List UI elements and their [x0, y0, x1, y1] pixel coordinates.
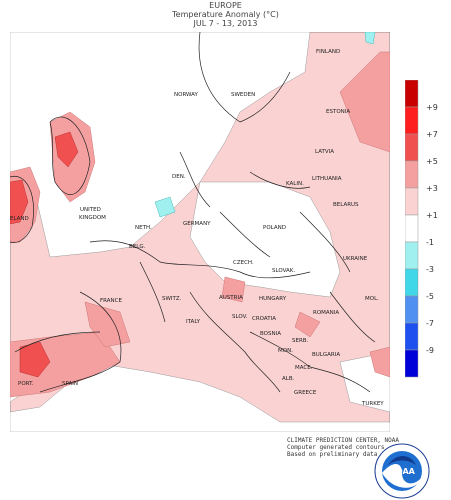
label-austria: AUSTRIA	[219, 295, 243, 301]
label-ireland: ELAND	[10, 216, 29, 222]
label-port: PORT.	[18, 381, 34, 387]
label-mol: MOL.	[365, 296, 379, 302]
legend-swatch	[405, 106, 419, 135]
legend-swatch	[405, 322, 419, 351]
label-turkey: TURKEY	[361, 401, 384, 407]
label-hungary: HUNGARY	[259, 296, 287, 302]
label-bulgaria: BULGARIA	[312, 352, 340, 358]
map-region-title: EUROPE	[209, 1, 242, 10]
label-den: DEN.	[172, 174, 186, 180]
label-france: FRANCE	[100, 298, 122, 304]
label-kalin: KALIN.	[286, 181, 304, 187]
label-sweden: SWEDEN	[231, 92, 255, 98]
legend-labels: +9 +7 +5 +3 +1 -1 -3 -5 -7 -9	[426, 103, 438, 355]
anomaly-map: FINLAND NORWAY SWEDEN ESTONIA LATVIA LIT…	[10, 32, 390, 432]
noaa-logo-text: NOAA	[389, 467, 415, 476]
legend-swatch	[405, 295, 419, 324]
label-bosnia: BOSNIA	[260, 331, 281, 337]
warm-anomaly-5	[10, 131, 79, 378]
label-norway: NORWAY	[174, 92, 199, 98]
label-lithuania: LITHUANIA	[312, 176, 342, 182]
legend-swatches	[405, 80, 419, 378]
label-mace: MACE.	[295, 365, 313, 371]
legend-label: +7	[426, 130, 438, 139]
label-italy: ITALY	[186, 319, 201, 325]
legend-label: +9	[426, 103, 438, 112]
label-ukraine: UKRAINE	[343, 256, 368, 262]
label-estonia: ESTONIA	[326, 109, 350, 115]
legend-swatch	[405, 133, 419, 162]
label-mon: MON.	[278, 348, 293, 354]
label-serb: SERB.	[292, 338, 309, 344]
label-belg: BELG.	[129, 244, 146, 250]
label-greece: GREECE	[294, 390, 317, 396]
legend-label: -9	[426, 346, 434, 355]
legend-swatch	[405, 214, 419, 243]
noaa-logo: NOAA	[374, 443, 430, 499]
legend-label: +5	[426, 157, 438, 166]
map-variable-title: Temperature Anomaly (°C)	[172, 10, 279, 19]
legend-swatch	[405, 187, 419, 216]
label-slovak: SLOVAK.	[272, 268, 295, 274]
label-uk-1: UNITED	[80, 207, 101, 213]
legend-label: -5	[426, 292, 434, 301]
label-germany: GERMANY	[183, 221, 211, 227]
legend-label: +3	[426, 184, 438, 193]
label-latvia: LATVIA	[315, 149, 334, 155]
legend-swatch	[405, 80, 419, 108]
color-legend: +9 +7 +5 +3 +1 -1 -3 -5 -7 -9	[405, 80, 438, 378]
label-spain: SPAIN	[62, 381, 78, 387]
legend-label: -7	[426, 319, 434, 328]
label-neth: NETH.	[135, 225, 152, 231]
label-poland: POLAND	[263, 225, 286, 231]
cool-anomaly-regions	[154, 32, 376, 218]
label-czech: CZECH.	[233, 260, 254, 266]
credit-line-1: CLIMATE PREDICTION CENTER, NOAA	[287, 437, 399, 444]
legend-swatch	[405, 349, 419, 378]
label-croatia: CROATIA	[252, 316, 276, 322]
legend-swatch	[405, 241, 419, 270]
legend-label: -1	[426, 238, 434, 247]
label-alb: ALB.	[282, 376, 295, 382]
label-finland: FINLAND	[316, 49, 340, 55]
credit-line-2: Computer generated contours	[287, 444, 385, 451]
legend-label: +1	[426, 211, 438, 220]
legend-swatch	[405, 268, 419, 297]
credit-line-3: Based on preliminary data	[287, 451, 378, 458]
map-period-title: JUL 7 - 13, 2013	[193, 19, 258, 28]
label-uk-2: KINGDOM	[79, 215, 106, 221]
label-romania: ROMANIA	[313, 310, 339, 316]
label-belarus: BELARUS	[333, 202, 359, 208]
legend-swatch	[405, 160, 419, 189]
legend-label: -3	[426, 265, 434, 274]
label-slov: SLOV.	[232, 314, 248, 320]
label-switz: SWITZ.	[162, 296, 182, 302]
country-labels: FINLAND NORWAY SWEDEN ESTONIA LATVIA LIT…	[10, 49, 384, 407]
neutral-anomaly-regions	[10, 32, 390, 432]
